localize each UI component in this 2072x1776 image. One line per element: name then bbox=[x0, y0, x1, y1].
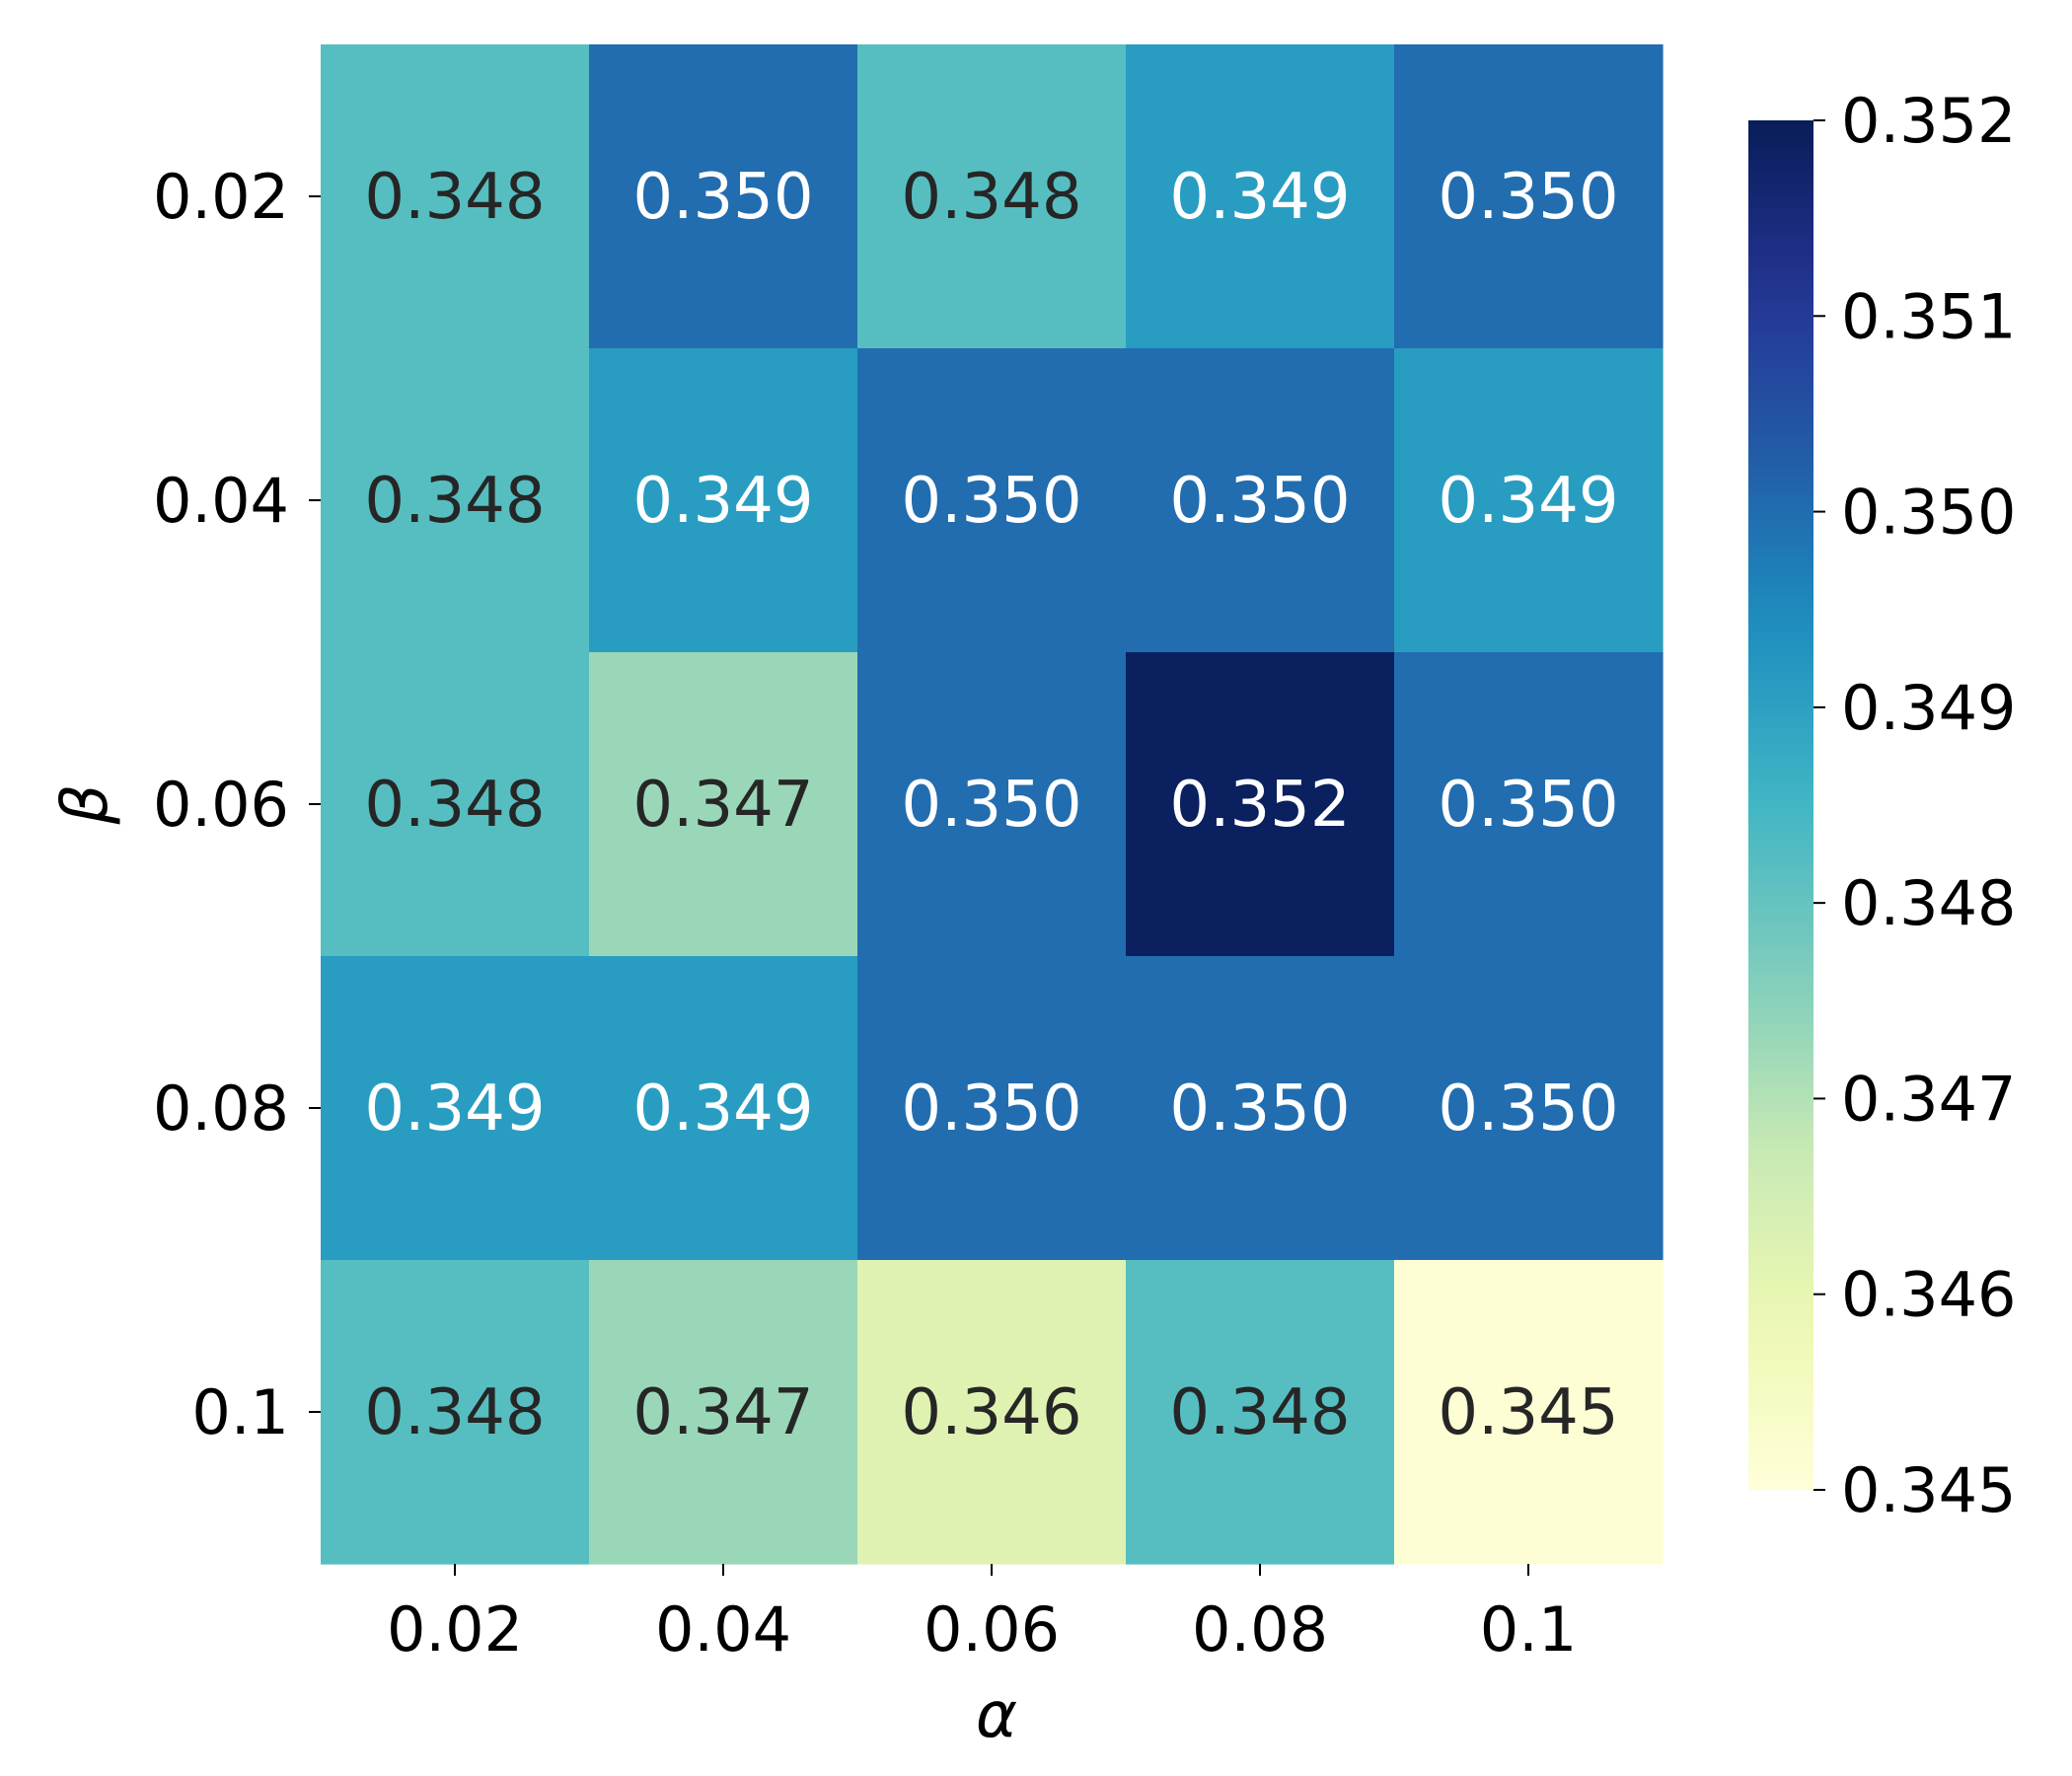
cell-value-label: 0.349 bbox=[1169, 161, 1350, 234]
y-tick-label: 0.06 bbox=[153, 769, 289, 841]
cell-value-label: 0.349 bbox=[1438, 465, 1618, 538]
heatmap-cell bbox=[321, 348, 590, 653]
heatmap-cell bbox=[857, 348, 1127, 653]
heatmap-cells bbox=[321, 44, 1664, 1565]
y-tick-label: 0.02 bbox=[153, 161, 289, 233]
heatmap-cell bbox=[1126, 1260, 1395, 1565]
cell-value-label: 0.349 bbox=[632, 1073, 813, 1146]
colorbar-tick-label: 0.351 bbox=[1841, 280, 2017, 352]
cell-value-label: 0.350 bbox=[1169, 1073, 1350, 1146]
heatmap-cell bbox=[1394, 956, 1664, 1261]
heatmap-cell bbox=[857, 44, 1127, 349]
heatmap-cell bbox=[321, 652, 590, 957]
cell-value-label: 0.350 bbox=[1169, 465, 1350, 538]
heatmap-cell bbox=[589, 44, 858, 349]
x-tick-label: 0.08 bbox=[1192, 1593, 1328, 1665]
cell-value-label: 0.352 bbox=[1169, 769, 1350, 842]
cell-value-labels: 0.348 0.350 0.348 0.349 0.350 0.348 0.349 0.350… bbox=[364, 161, 1618, 1449]
cell-value-label: 0.348 bbox=[364, 161, 545, 234]
x-tick-label: 0.02 bbox=[387, 1593, 523, 1665]
colorbar-tick-label: 0.352 bbox=[1841, 85, 2017, 157]
cell-value-label: 0.350 bbox=[901, 1073, 1081, 1146]
cell-value-label: 0.349 bbox=[364, 1073, 545, 1146]
cell-value-label: 0.348 bbox=[901, 161, 1081, 234]
heatmap-cell bbox=[1394, 44, 1664, 349]
heatmap-cell bbox=[857, 1260, 1127, 1565]
heatmap-cell bbox=[589, 348, 858, 653]
y-tick-label: 0.08 bbox=[153, 1073, 289, 1145]
cell-value-label: 0.347 bbox=[632, 769, 813, 842]
x-axis-label: α bbox=[976, 1679, 1017, 1752]
heatmap-cell bbox=[1126, 956, 1395, 1261]
x-tick-label: 0.06 bbox=[924, 1593, 1060, 1665]
heatmap-cell bbox=[1394, 348, 1664, 653]
heatmap-cell bbox=[589, 652, 858, 957]
cell-value-label: 0.348 bbox=[1169, 1376, 1350, 1449]
y-axis-label: β bbox=[49, 784, 122, 826]
cell-value-label: 0.348 bbox=[364, 465, 545, 538]
cell-value-label: 0.346 bbox=[901, 1376, 1081, 1449]
cell-value-label: 0.350 bbox=[632, 161, 813, 234]
x-tick-label: 0.1 bbox=[1480, 1593, 1578, 1665]
y-axis: 0.02 0.04 0.06 0.08 0.1 bbox=[153, 161, 321, 1448]
heatmap-cell bbox=[589, 1260, 858, 1565]
cell-value-label: 0.350 bbox=[1438, 1073, 1618, 1146]
cell-value-label: 0.345 bbox=[1438, 1376, 1618, 1449]
colorbar-tick-label: 0.346 bbox=[1841, 1259, 2017, 1331]
cell-value-label: 0.349 bbox=[632, 465, 813, 538]
cell-value-label: 0.348 bbox=[364, 1376, 545, 1449]
cell-value-label: 0.350 bbox=[901, 465, 1081, 538]
y-tick-label: 0.04 bbox=[153, 465, 289, 537]
cell-value-label: 0.350 bbox=[1438, 769, 1618, 842]
heatmap-cell bbox=[1126, 44, 1395, 349]
x-axis: 0.02 0.04 0.06 0.08 0.1 bbox=[387, 1564, 1577, 1665]
heatmap-cell bbox=[321, 956, 590, 1261]
cell-value-label: 0.350 bbox=[901, 769, 1081, 842]
cell-value-label: 0.350 bbox=[1438, 161, 1618, 234]
heatmap-cell bbox=[857, 956, 1127, 1261]
colorbar-tick-label: 0.349 bbox=[1841, 672, 2017, 744]
x-tick-label: 0.04 bbox=[655, 1593, 791, 1665]
heatmap-cell bbox=[1126, 652, 1395, 957]
heatmap-cell bbox=[589, 956, 858, 1261]
heatmap-cell bbox=[321, 1260, 590, 1565]
colorbar-tick-label: 0.345 bbox=[1841, 1454, 2017, 1526]
y-tick-label: 0.1 bbox=[191, 1376, 289, 1448]
heatmap-cell bbox=[1126, 348, 1395, 653]
heatmap-cell bbox=[1394, 1260, 1664, 1565]
colorbar-tick-label: 0.350 bbox=[1841, 477, 2017, 549]
colorbar-tick-label: 0.348 bbox=[1841, 867, 2017, 939]
heatmap-cell bbox=[321, 44, 590, 349]
cell-value-label: 0.348 bbox=[364, 769, 545, 842]
colorbar bbox=[1748, 120, 1813, 1490]
cell-value-label: 0.347 bbox=[632, 1376, 813, 1449]
heatmap-cell bbox=[1394, 652, 1664, 957]
colorbar-tick-label: 0.347 bbox=[1841, 1063, 2017, 1135]
heatmap-cell bbox=[857, 652, 1127, 957]
colorbar-ticks: 0.345 0.346 0.347 0.348 0.349 0.350 0.351 0.352 bbox=[1813, 85, 2017, 1526]
